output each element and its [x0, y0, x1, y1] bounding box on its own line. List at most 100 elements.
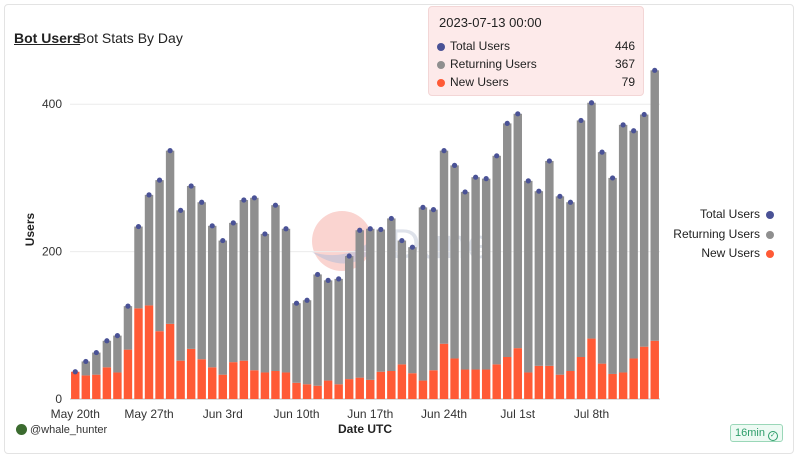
legend-item-returning-users[interactable]: Returning Users: [673, 227, 774, 247]
bar-new-users: [450, 358, 459, 399]
point-total-users: [504, 120, 510, 126]
author-link[interactable]: @whale_hunter: [16, 424, 107, 436]
chart-legend: Total Users Returning Users New Users: [673, 207, 774, 266]
bar-new-users: [650, 340, 659, 399]
bar-new-users: [302, 384, 312, 399]
bar-returning-users: [524, 180, 533, 373]
check-icon: ✓: [767, 431, 778, 441]
bar-new-users: [271, 370, 280, 399]
bar-new-users: [344, 379, 354, 399]
bar-new-users: [229, 362, 238, 399]
bar-new-users: [239, 360, 249, 399]
bar-returning-users: [576, 120, 586, 357]
bar-new-users: [134, 308, 143, 399]
point-total-users: [272, 202, 279, 208]
bar-returning-users: [323, 280, 333, 381]
bar-returning-users: [92, 352, 101, 375]
bar-new-users: [186, 348, 196, 399]
point-total-users: [167, 148, 173, 154]
bar-new-users: [576, 356, 586, 399]
bar-returning-users: [123, 306, 133, 350]
bar-returning-users: [587, 102, 596, 339]
bar-new-users: [292, 382, 301, 399]
x-tick-label: Jun 3rd: [203, 407, 243, 421]
bar-returning-users: [450, 165, 459, 359]
y-tick-label: 200: [42, 245, 62, 259]
tooltip-value: 79: [621, 75, 635, 89]
bar-returning-users: [629, 130, 638, 359]
point-total-users: [441, 148, 447, 154]
point-total-users: [515, 111, 521, 117]
new-users-dot-icon: [437, 79, 445, 87]
bar-returning-users: [513, 113, 522, 349]
tooltip-row-total-users: Total Users 446: [437, 39, 635, 55]
bar-new-users: [113, 372, 122, 399]
legend-dot-icon: [766, 250, 774, 258]
point-total-users: [220, 237, 226, 244]
bar-new-users: [608, 373, 617, 399]
tooltip-value: 367: [614, 57, 635, 71]
bar-returning-users: [618, 124, 628, 373]
bar-new-users: [355, 377, 364, 399]
point-total-users: [230, 220, 236, 226]
tooltip-label: Returning Users: [450, 57, 537, 71]
x-tick-label: Jul 1st: [500, 407, 535, 421]
bar-returning-users: [302, 300, 312, 385]
avatar: [16, 424, 27, 435]
point-total-users: [346, 253, 352, 259]
x-tick-label: May 27th: [124, 407, 173, 421]
point-total-users: [93, 349, 99, 356]
bar-returning-users: [229, 222, 238, 363]
tooltip-row-returning-users: Returning Users 367: [437, 57, 635, 73]
bar-returning-users: [597, 152, 607, 364]
point-total-users: [72, 369, 78, 375]
point-total-users: [451, 162, 458, 168]
bar-new-users: [102, 367, 112, 399]
legend-item-total-users[interactable]: Total Users: [673, 207, 774, 227]
refresh-badge[interactable]: 16min ✓: [730, 424, 783, 442]
bar-new-users: [218, 374, 227, 399]
bar-new-users: [176, 360, 185, 399]
hover-tooltip: 2023-07-13 00:00 Total Users 446 Returni…: [428, 6, 644, 96]
point-total-users: [336, 276, 342, 282]
bar-new-users: [281, 372, 291, 399]
x-tick-label: Jun 17th: [347, 407, 393, 421]
bar-returning-users: [208, 225, 217, 368]
bar-returning-users: [292, 303, 301, 383]
bar-returning-users: [492, 155, 501, 365]
bar-new-users: [144, 305, 154, 399]
bar-new-users: [376, 371, 386, 399]
bar-returning-users: [250, 197, 259, 371]
bar-new-users: [492, 364, 501, 399]
point-total-users: [620, 122, 626, 128]
bar-new-users: [471, 369, 480, 399]
point-total-users: [578, 117, 584, 124]
point-total-users: [652, 67, 658, 73]
point-total-users: [241, 197, 247, 203]
x-tick-label: Jun 24th: [421, 407, 467, 421]
bar-returning-users: [408, 247, 417, 374]
point-total-users: [104, 338, 110, 344]
point-total-users: [83, 358, 89, 365]
tab-bot-stats-by-day[interactable]: Bot Stats By Day: [77, 30, 183, 46]
tab-bot-users[interactable]: Bot Users: [14, 30, 81, 46]
bar-returning-users: [334, 278, 343, 385]
bar-returning-users: [387, 218, 396, 371]
bar-new-users: [429, 370, 438, 399]
bar-new-users: [260, 372, 270, 399]
bar-new-users: [71, 371, 80, 399]
legend-label: New Users: [701, 246, 760, 260]
x-tick-label: Jun 10th: [273, 407, 319, 421]
bar-new-users: [123, 349, 133, 399]
bar-new-users: [397, 364, 407, 399]
bar-new-users: [197, 359, 206, 399]
legend-item-new-users[interactable]: New Users: [673, 246, 774, 266]
bar-new-users: [439, 343, 449, 399]
bar-returning-users: [271, 205, 280, 371]
bar-new-users: [208, 367, 217, 399]
bar-returning-users: [134, 226, 143, 309]
bar-new-users: [334, 384, 343, 399]
bar-new-users: [534, 365, 544, 399]
bar-new-users: [313, 385, 322, 399]
tooltip-row-new-users: New Users 79: [437, 75, 635, 91]
